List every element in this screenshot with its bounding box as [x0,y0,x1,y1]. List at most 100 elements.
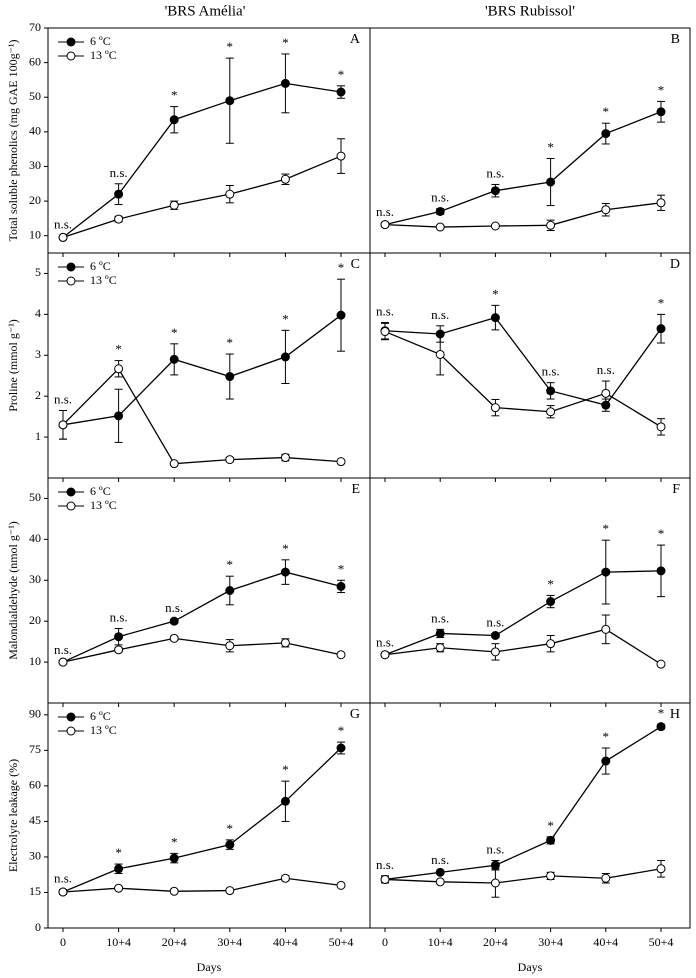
y-tick-label: 30 [29,849,41,863]
x-tick-label: 40+4 [273,935,298,949]
panel-frame [47,702,371,929]
y-tick-label: 20 [29,613,41,627]
significance-label: n.s. [376,857,394,872]
panel-label: B [671,32,680,47]
legend-marker [66,712,76,722]
panel-label: E [351,482,360,497]
data-point [546,386,556,396]
significance-label: * [547,139,554,154]
y-tick-label: 1 [35,429,41,443]
data-point [656,659,666,669]
y-tick-label: 10 [29,654,41,668]
data-point [380,874,390,884]
data-point [546,407,556,417]
y-tick-label: 30 [29,158,41,172]
data-point [656,107,666,117]
significance-label: * [547,576,554,591]
data-point [336,87,346,97]
data-point [225,641,235,651]
x-tick-label: 10+4 [428,935,453,949]
data-point [435,329,445,339]
data-point [435,206,445,216]
significance-label: * [603,729,610,744]
legend-label: 13 ºC [90,498,117,512]
data-point [336,581,346,591]
x-tick-label: 0 [60,935,66,949]
significance-label: * [171,325,178,340]
data-point [656,722,666,732]
series-line [384,330,662,428]
data-point [546,871,556,881]
panel-frame [47,477,371,704]
series-line [62,747,342,893]
data-point [601,205,611,215]
significance-label: * [338,561,345,576]
significance-label: n.s. [376,204,394,219]
data-point [546,639,556,649]
x-tick-label: 10+4 [106,935,131,949]
significance-label: * [547,818,554,833]
panel-label: A [350,32,361,47]
data-point [546,220,556,230]
significance-label: n.s. [486,841,504,856]
data-point [58,420,68,430]
significance-label: n.s. [486,165,504,180]
panel-label: F [672,482,680,497]
legend-marker [66,37,76,47]
data-point [58,232,68,242]
significance-label: * [338,67,345,82]
panel-label: H [670,707,680,722]
series-line [384,570,662,656]
panel-frame [369,702,691,929]
data-point [114,645,124,655]
y-tick-label: 70 [29,20,41,34]
data-point [490,221,500,231]
data-point [169,853,179,863]
significance-label: n.s. [431,610,449,625]
series-line [62,82,342,238]
column-title: 'BRS Amélia' [165,3,246,19]
panel-label: G [350,707,360,722]
data-point [114,189,124,199]
data-point [490,631,500,640]
significance-label: n.s. [431,852,449,867]
significance-label: * [282,762,289,777]
data-point [336,743,346,753]
significance-label: * [658,526,665,541]
data-point [656,566,666,576]
x-tick-label: 30+4 [538,935,563,949]
data-point [336,310,346,320]
y-tick-label: 0 [35,920,41,934]
significance-label: * [338,723,345,738]
column-title: 'BRS Rubissol' [485,3,575,19]
data-point [169,200,179,210]
legend-label: 13 ºC [90,723,117,737]
series-line [384,111,662,226]
legend-marker [66,262,76,272]
series-line [384,628,662,665]
data-point [280,796,290,806]
significance-label: n.s. [597,362,615,377]
data-point [114,411,124,421]
x-tick-label: 0 [382,935,388,949]
significance-label: * [227,335,234,350]
x-axis-label: Days [197,960,222,974]
legend-label: 13 ºC [90,273,117,287]
significance-label: n.s. [54,871,72,886]
data-point [225,586,235,595]
data-point [280,78,290,88]
significance-label: * [658,82,665,97]
data-point [336,151,346,161]
data-point [58,887,68,897]
significance-label: n.s. [486,614,504,629]
panel-label: C [351,257,360,272]
y-axis-label: Electrolyte leakage (%) [6,759,20,872]
data-point [114,364,124,374]
legend-marker [66,51,76,61]
y-tick-label: 50 [29,490,41,504]
significance-label: * [115,845,122,860]
y-tick-label: 3 [35,347,41,361]
significance-label: * [227,821,234,836]
significance-label: * [603,521,610,536]
significance-label: n.s. [431,307,449,322]
